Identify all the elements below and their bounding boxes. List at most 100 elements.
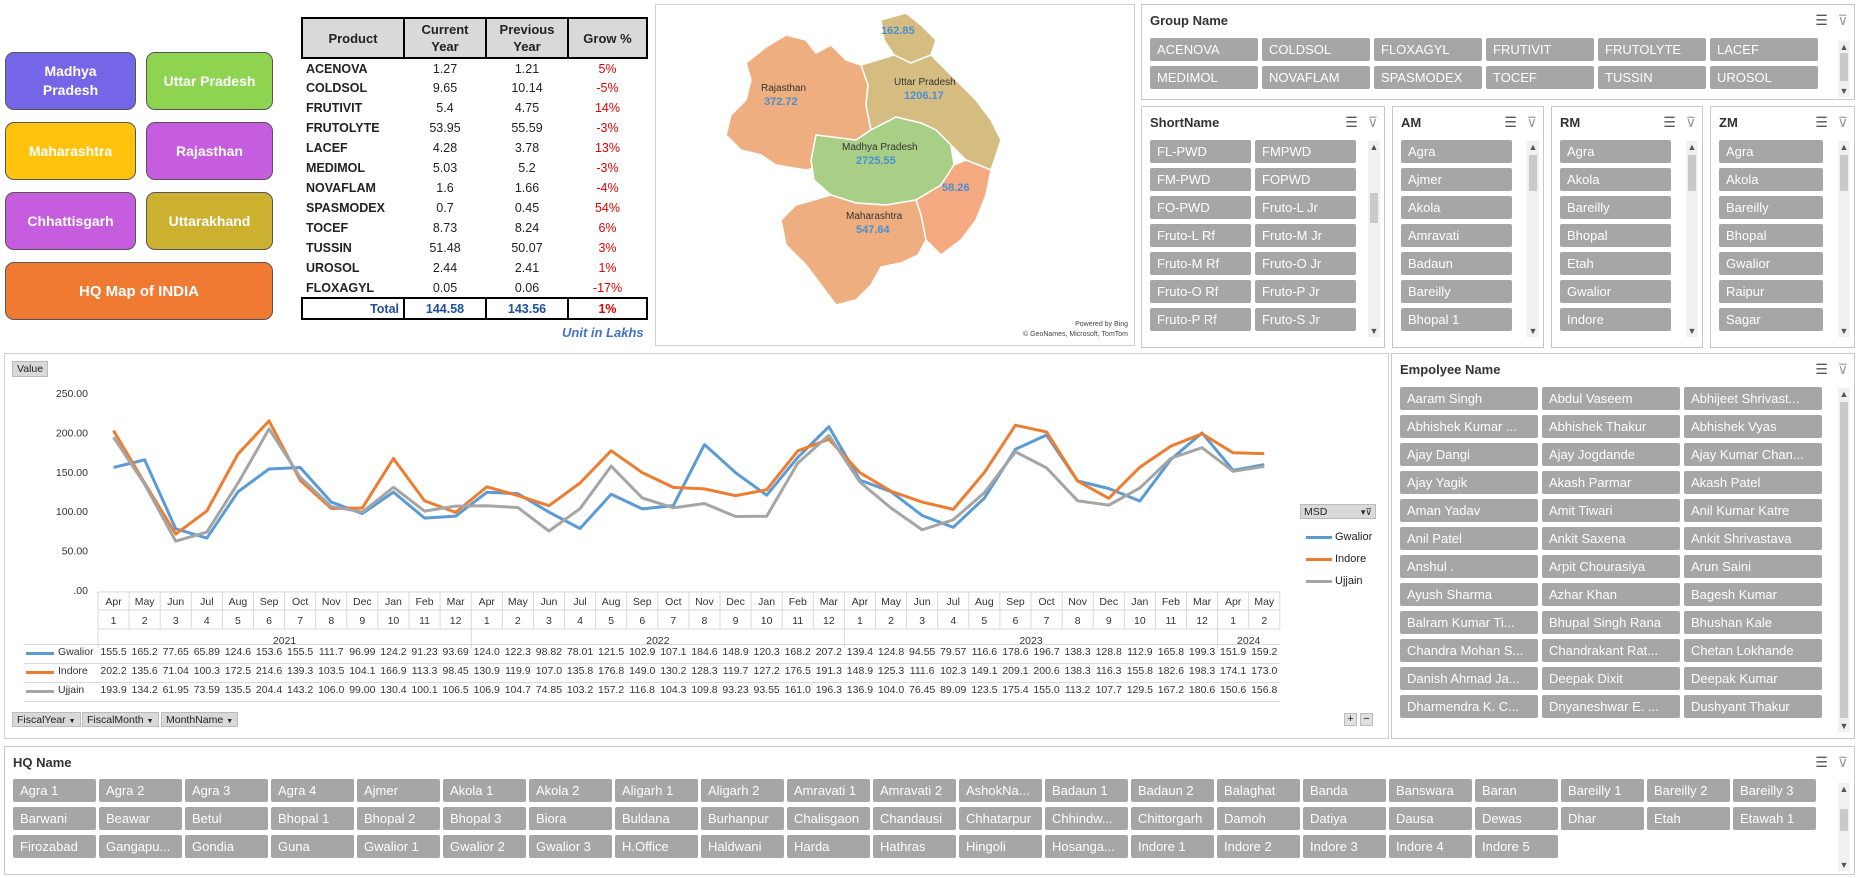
group-item[interactable]: LACEF <box>1710 38 1818 61</box>
hq-item[interactable]: Gangapu... <box>99 835 182 858</box>
short-item[interactable]: FOPWD <box>1255 168 1356 191</box>
employee-item[interactable]: Anil Patel <box>1400 527 1538 550</box>
multi-select-icon[interactable]: ☰ <box>1663 114 1676 130</box>
multi-select-icon[interactable]: ☰ <box>1345 114 1358 130</box>
employee-item[interactable]: Abhishek Vyas <box>1684 415 1822 438</box>
short-item[interactable]: Fruto-O Jr <box>1255 252 1356 275</box>
scrollbar[interactable]: ▲ ▼ <box>1838 783 1850 871</box>
hq-item[interactable]: Firozabad <box>13 835 96 858</box>
state-button-chhattisgarh[interactable]: Chhattisgarh <box>5 192 136 250</box>
hq-item[interactable]: Balaghat <box>1217 779 1300 802</box>
clear-filter-icon[interactable]: ⊽ <box>1685 114 1696 130</box>
employee-item[interactable]: Ankit Shrivastava <box>1684 527 1822 550</box>
rm-item[interactable]: Etah <box>1560 252 1671 275</box>
employee-item[interactable]: Ayush Sharma <box>1400 583 1538 606</box>
group-item[interactable]: FRUTIVIT <box>1486 38 1594 61</box>
employee-item[interactable]: Chandrakant Rat... <box>1542 639 1680 662</box>
hq-item[interactable]: Bareilly 3 <box>1733 779 1816 802</box>
hq-item[interactable]: Chhindw... <box>1045 807 1128 830</box>
hq-item[interactable]: Akola 1 <box>443 779 526 802</box>
fiscal-year-filter[interactable]: FiscalYear ▼ <box>12 712 81 727</box>
value-field-button[interactable]: Value <box>12 361 49 377</box>
employee-item[interactable]: Ajay Jogdande <box>1542 443 1680 466</box>
group-item[interactable]: SPASMODEX <box>1374 66 1482 89</box>
scroll-down-icon[interactable]: ▼ <box>1839 860 1849 870</box>
hq-item[interactable]: Etah <box>1647 807 1730 830</box>
group-item[interactable]: COLDSOL <box>1262 38 1370 61</box>
group-item[interactable]: FLOXAGYL <box>1374 38 1482 61</box>
employee-item[interactable]: Deepak Kumar <box>1684 667 1822 690</box>
hq-item[interactable]: Aligarh 2 <box>701 779 784 802</box>
clear-filter-icon[interactable]: ⊽ <box>1837 12 1848 28</box>
hq-item[interactable]: Gwalior 1 <box>357 835 440 858</box>
am-item[interactable]: Ajmer <box>1401 168 1512 191</box>
scroll-up-icon[interactable]: ▲ <box>1839 42 1849 52</box>
zm-item[interactable]: Agra <box>1719 140 1823 163</box>
hq-item[interactable]: Harda <box>787 835 870 858</box>
multi-select-icon[interactable]: ☰ <box>1815 114 1828 130</box>
scroll-thumb[interactable] <box>1370 193 1378 223</box>
hq-item[interactable]: Agra 2 <box>99 779 182 802</box>
hq-item[interactable]: Agra 1 <box>13 779 96 802</box>
hq-item[interactable]: Aligarh 1 <box>615 779 698 802</box>
hq-item[interactable]: H.Office <box>615 835 698 858</box>
scrollbar[interactable]: ▲ ▼ <box>1838 141 1850 337</box>
hq-item[interactable]: Indore 2 <box>1217 835 1300 858</box>
short-item[interactable]: FM-PWD <box>1150 168 1251 191</box>
short-item[interactable]: Fruto-P Rf <box>1150 308 1251 331</box>
employee-item[interactable]: Abhijeet Shrivast... <box>1684 387 1822 410</box>
scroll-down-icon[interactable]: ▼ <box>1528 326 1538 336</box>
hq-item[interactable]: Indore 5 <box>1475 835 1558 858</box>
scroll-down-icon[interactable]: ▼ <box>1687 326 1697 336</box>
rm-item[interactable]: Indore <box>1560 308 1671 331</box>
hq-item[interactable]: Chalisgaon <box>787 807 870 830</box>
state-button-uttar-pradesh[interactable]: Uttar Pradesh <box>146 52 273 110</box>
short-item[interactable]: FL-PWD <box>1150 140 1251 163</box>
zm-item[interactable]: Gwalior <box>1719 252 1823 275</box>
short-item[interactable]: Fruto-L Rf <box>1150 224 1251 247</box>
map-panel[interactable]: Rajasthan 372.72 Uttar Pradesh 1206.17 1… <box>655 4 1135 346</box>
employee-item[interactable]: Anshul . <box>1400 555 1538 578</box>
multi-select-icon[interactable]: ☰ <box>1815 12 1828 28</box>
rm-item[interactable]: Agra <box>1560 140 1671 163</box>
short-item[interactable]: FO-PWD <box>1150 196 1251 219</box>
collapse-button[interactable]: − <box>1360 713 1373 726</box>
clear-filter-icon[interactable]: ⊽ <box>1837 361 1848 377</box>
hq-item[interactable]: Guna <box>271 835 354 858</box>
employee-item[interactable]: Abhishek Thakur <box>1542 415 1680 438</box>
short-item[interactable]: Fruto-P Jr <box>1255 280 1356 303</box>
clear-filter-icon[interactable]: ⊽ <box>1367 114 1378 130</box>
employee-item[interactable]: Ajay Kumar Chan... <box>1684 443 1822 466</box>
hq-item[interactable]: Dhar <box>1561 807 1644 830</box>
employee-item[interactable]: Bhupal Singh Rana <box>1542 611 1680 634</box>
hq-item[interactable]: Gwalior 2 <box>443 835 526 858</box>
map-region-chhattisgarh[interactable] <box>915 159 992 256</box>
zm-item[interactable]: Akola <box>1719 168 1823 191</box>
employee-item[interactable]: Bagesh Kumar <box>1684 583 1822 606</box>
employee-item[interactable]: Ankit Saxena <box>1542 527 1680 550</box>
hq-item[interactable]: Chandausi <box>873 807 956 830</box>
expand-button[interactable]: + <box>1344 713 1357 726</box>
employee-item[interactable]: Abdul Vaseem <box>1542 387 1680 410</box>
employee-item[interactable]: Danish Ahmad Ja... <box>1400 667 1538 690</box>
hq-item[interactable]: Hathras <box>873 835 956 858</box>
hq-item[interactable]: Dausa <box>1389 807 1472 830</box>
scroll-up-icon[interactable]: ▲ <box>1839 784 1849 794</box>
group-item[interactable]: ACENOVA <box>1150 38 1258 61</box>
hq-item[interactable]: Beawar <box>99 807 182 830</box>
short-item[interactable]: Fruto-M Jr <box>1255 224 1356 247</box>
hq-item[interactable]: Badaun 2 <box>1131 779 1214 802</box>
group-item[interactable]: TOCEF <box>1486 66 1594 89</box>
hq-item[interactable]: Hingoli <box>959 835 1042 858</box>
series-line-gwalior[interactable] <box>113 425 1265 540</box>
scroll-up-icon[interactable]: ▲ <box>1369 142 1379 152</box>
legend-filter-button[interactable]: MSD ▾⊽ <box>1300 504 1376 519</box>
hq-item[interactable]: Dewas <box>1475 807 1558 830</box>
employee-item[interactable]: Deepak Dixit <box>1542 667 1680 690</box>
rm-item[interactable]: Gwalior <box>1560 280 1671 303</box>
legend-label[interactable]: Ujjain <box>1335 575 1363 587</box>
employee-item[interactable]: Dharmendra K. C... <box>1400 695 1538 718</box>
am-item[interactable]: Bareilly <box>1401 280 1512 303</box>
scrollbar[interactable]: ▲ ▼ <box>1838 41 1850 97</box>
employee-item[interactable]: Chetan Lokhande <box>1684 639 1822 662</box>
